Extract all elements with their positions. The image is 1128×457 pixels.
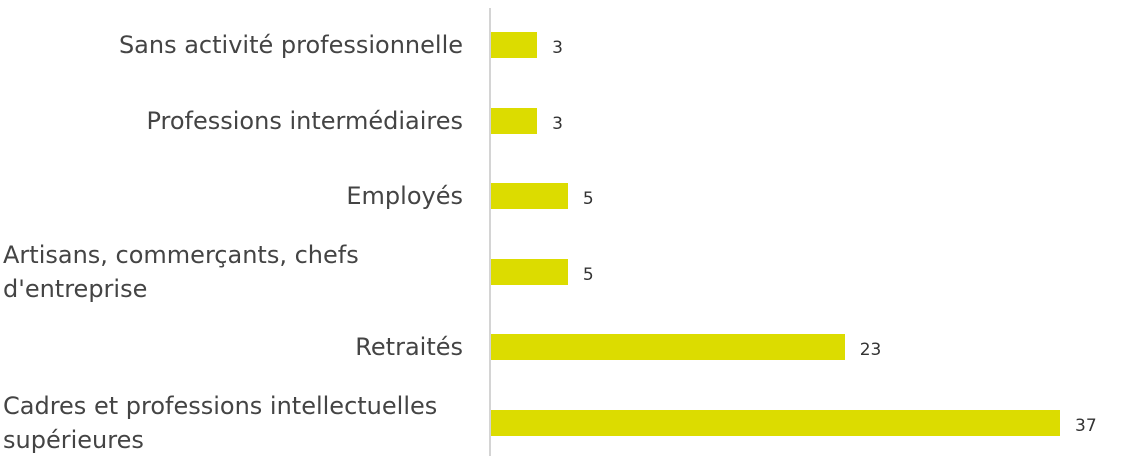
category-label: Professions intermédiaires — [3, 104, 463, 138]
category-label: Employés — [3, 179, 463, 213]
value-label: 5 — [582, 189, 594, 210]
category-text: Retraités — [355, 333, 463, 362]
value-label: 3 — [552, 38, 563, 58]
category-label: Retraités — [3, 330, 463, 364]
bar — [491, 107, 538, 134]
value-label: 23 — [859, 340, 882, 361]
category-text: Artisans, commerçants, chefs d'entrepris… — [3, 240, 359, 303]
value-label: 37 — [1075, 416, 1097, 436]
category-text: Employés — [346, 182, 463, 211]
value-label: 3 — [552, 113, 563, 134]
bar — [491, 183, 568, 210]
category-text: Professions intermédiaires — [146, 106, 463, 135]
bar — [491, 258, 568, 285]
category-label: Cadres et professions intellectuelles su… — [3, 389, 463, 457]
bar — [491, 410, 1060, 436]
category-text: Cadres et professions intellectuelles su… — [3, 392, 438, 454]
value-label: 5 — [582, 264, 594, 285]
category-text: Sans activité professionnelle — [118, 31, 463, 59]
bar — [491, 32, 538, 58]
category-label: Sans activité professionnelle — [3, 28, 463, 62]
category-label: Artisans, commerçants, chefs d'entrepris… — [3, 238, 463, 306]
bar — [491, 334, 845, 361]
axis-line — [489, 8, 491, 456]
